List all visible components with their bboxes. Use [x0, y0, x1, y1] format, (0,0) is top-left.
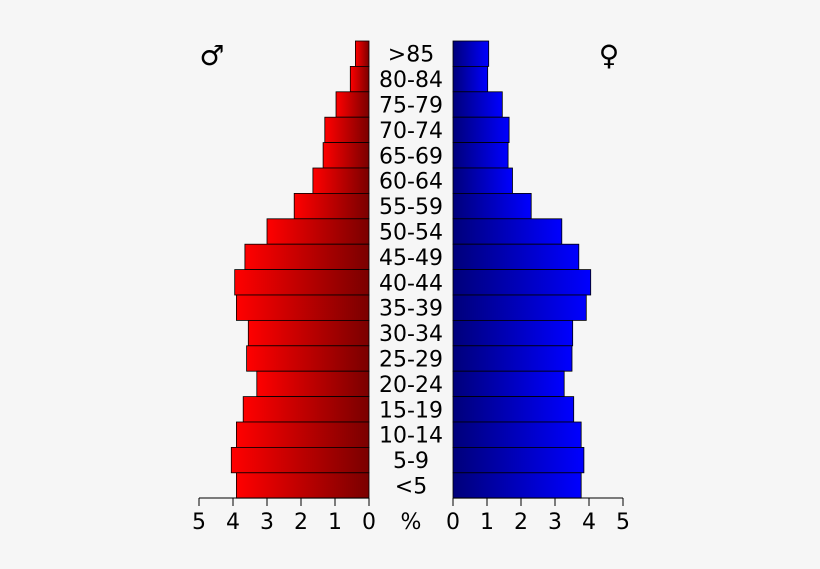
age-group-label: 40-44 [379, 271, 443, 296]
female-bar-20-24 [452, 370, 565, 398]
female-bar-55-59 [452, 192, 532, 220]
age-group-label: 15-19 [379, 398, 443, 423]
male-symbol-legend: ♂ [199, 39, 224, 72]
age-group-label: 30-34 [379, 322, 443, 347]
female-bar-10-14 [452, 421, 582, 448]
female-bars [452, 40, 592, 499]
male-bar-10-14 [235, 421, 370, 448]
male-bar-40-44 [234, 269, 370, 296]
age-group-label: <5 [395, 475, 427, 500]
female-symbol-legend: ♀ [599, 39, 620, 72]
male-bar-5-9 [230, 446, 370, 474]
female-bar-60-64 [452, 167, 513, 194]
female-bar-70-74 [452, 116, 510, 143]
male-bar-35-39 [235, 294, 370, 321]
male-axis-tick-label: 3 [260, 510, 274, 535]
female-axis-tick-label: 5 [616, 510, 630, 535]
male-bar-20-24 [256, 370, 370, 398]
female-bar-30-34 [452, 319, 574, 347]
male-bar-45-49 [244, 243, 370, 270]
age-group-label: 35-39 [379, 297, 443, 322]
age-group-label: 55-59 [379, 195, 443, 220]
male-axis-tick-label: 0 [362, 510, 376, 535]
axis-unit-label: % [401, 510, 422, 535]
axes: 0 01 12 23 34 45 5 [192, 497, 630, 535]
female-bar-25-29 [452, 345, 573, 372]
age-group-label: >85 [388, 43, 434, 68]
age-group-labels: >8580-8475-7970-7465-6960-6455-5950-5445… [379, 43, 443, 500]
female-axis-tick-label: 2 [514, 510, 528, 535]
female-bar-over-85 [452, 40, 490, 67]
age-group-label: 20-24 [379, 373, 443, 398]
female-bar-45-49 [452, 243, 580, 270]
age-group-label: 25-29 [379, 348, 443, 373]
age-group-label: 60-64 [379, 170, 443, 195]
male-bar-80-84 [349, 66, 370, 93]
male-bar-over-85 [354, 40, 370, 67]
age-group-label: 45-49 [379, 246, 443, 271]
male-axis-tick-label: 2 [294, 510, 308, 535]
male-bar-55-59 [293, 192, 370, 220]
female-axis-tick-label: 0 [446, 510, 460, 535]
female-bar-40-44 [452, 269, 592, 296]
age-group-label: 75-79 [379, 94, 443, 119]
male-bar-70-74 [324, 116, 370, 143]
male-axis-tick-label: 5 [192, 510, 206, 535]
male-bars [230, 40, 370, 499]
female-bar-5-9 [452, 446, 585, 474]
male-bar-60-64 [312, 167, 370, 194]
male-bar-65-69 [322, 142, 370, 169]
female-bar-50-54 [452, 218, 563, 245]
female-axis-tick-label: 3 [548, 510, 562, 535]
female-bar-75-79 [452, 91, 503, 118]
female-axis-tick-label: 1 [480, 510, 494, 535]
male-bar-under-5 [235, 472, 370, 499]
age-group-label: 5-9 [393, 449, 429, 474]
female-bar-80-84 [452, 66, 489, 93]
age-group-label: 10-14 [379, 424, 443, 449]
female-bar-65-69 [452, 142, 509, 169]
female-bar-15-19 [452, 396, 575, 423]
male-bar-25-29 [246, 345, 370, 372]
male-bar-50-54 [266, 218, 370, 245]
female-bar-under-5 [452, 472, 582, 499]
male-bar-30-34 [247, 319, 370, 347]
male-axis-tick-label: 4 [226, 510, 240, 535]
age-group-label: 50-54 [379, 221, 443, 246]
female-bar-35-39 [452, 294, 587, 321]
male-axis-tick-label: 1 [328, 510, 342, 535]
age-group-label: 70-74 [379, 119, 443, 144]
male-bar-15-19 [242, 396, 370, 423]
male-bar-75-79 [335, 91, 370, 118]
age-group-label: 80-84 [379, 68, 443, 93]
age-group-label: 65-69 [379, 144, 443, 169]
female-axis-tick-label: 4 [582, 510, 596, 535]
